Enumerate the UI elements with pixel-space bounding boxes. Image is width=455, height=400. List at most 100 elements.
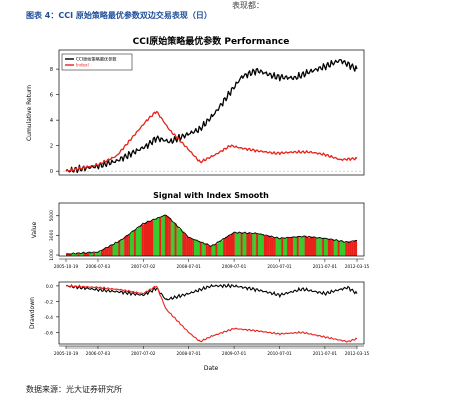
signal-bar: [277, 238, 280, 256]
index-smooth-line: [65, 214, 358, 255]
signal-bar: [343, 242, 346, 256]
signal-bar: [184, 234, 187, 256]
signal-bar: [318, 237, 321, 256]
signal-bar: [188, 237, 191, 256]
signal-bar: [211, 245, 214, 256]
x-tick-label: 2008-07-01: [176, 264, 201, 269]
signal-bar: [87, 252, 90, 256]
signal-bar: [67, 253, 70, 256]
signal-bar: [143, 223, 146, 256]
legend-entry: IndexI: [76, 63, 89, 68]
signal-bar: [157, 218, 160, 256]
signal-bar: [170, 220, 173, 256]
signal-bar: [281, 238, 284, 256]
signal-bar: [228, 235, 231, 256]
signal-bar: [345, 242, 348, 256]
signal-bar: [234, 232, 237, 256]
y-tick-label: -0.4: [44, 315, 53, 321]
signal-bar: [69, 253, 72, 256]
x-tick-label: 2009-07-01: [222, 264, 247, 269]
signal-bar: [225, 236, 228, 256]
signal-bar: [333, 239, 336, 256]
legend-entry: CCI原始策略最优参数: [76, 56, 117, 63]
signal-bar: [232, 232, 235, 256]
signal-bar: [275, 237, 278, 256]
y-tick-label: 1000: [49, 249, 55, 261]
signal-bar: [164, 215, 167, 256]
signal-bar: [341, 241, 344, 256]
signal-bar: [85, 253, 88, 256]
signal-bar: [355, 240, 358, 256]
signal-bar: [116, 242, 119, 256]
signal-bar: [312, 237, 315, 256]
signal-bar: [252, 233, 255, 256]
index-drawdown-line: [65, 284, 358, 343]
signal-bar: [174, 223, 177, 256]
figure-title: 图表 4：CCI 原始策略最优参数双边交易表现（日）: [26, 11, 212, 20]
x-tick-label: 2009-07-01: [222, 351, 247, 356]
x-tick-label: 2005-10-19: [54, 351, 79, 356]
signal-bar: [149, 221, 152, 256]
signal-bar: [294, 237, 297, 256]
signal-bar: [180, 230, 183, 256]
signal-bar: [254, 232, 257, 256]
signal-bar: [197, 241, 200, 256]
signal-bar: [260, 234, 263, 256]
x-tick-label: 2005-10-19: [54, 264, 79, 269]
signal-bar: [349, 241, 352, 256]
signal-bar: [215, 244, 218, 256]
signal-bar: [320, 238, 323, 256]
signal-bar: [240, 232, 243, 256]
x-tick-label: 2012-03-15: [345, 351, 370, 356]
y-axis-label: Drawdown: [29, 297, 36, 329]
signal-bar: [269, 236, 272, 256]
signal-bar: [306, 237, 309, 256]
y-axis-label: Value: [31, 221, 38, 238]
signal-bar: [263, 235, 266, 256]
signal-bar: [93, 252, 96, 256]
signal-bar: [324, 238, 327, 256]
signal-bar: [66, 254, 69, 256]
signal-bar: [196, 240, 199, 256]
signal-bar: [151, 220, 154, 256]
signal-bar: [81, 252, 84, 256]
signal-bar: [135, 229, 138, 256]
signal-bar: [308, 237, 311, 256]
date-range-bar: [66, 346, 357, 349]
signal-bar: [289, 237, 292, 256]
signal-bar: [238, 232, 241, 256]
signal-bar: [166, 216, 169, 256]
signal-bar: [168, 218, 171, 256]
signal-bar: [339, 240, 342, 256]
y-tick-label: 5000: [49, 210, 55, 222]
signal-bar: [147, 221, 150, 256]
signal-bar: [120, 239, 123, 256]
signal-bar: [99, 251, 102, 256]
signal-bar: [265, 235, 268, 256]
signal-bar: [122, 239, 125, 256]
signal-bar: [133, 229, 136, 256]
signal-bar: [110, 244, 113, 256]
signal-bar: [347, 241, 350, 256]
signal-bar: [77, 253, 80, 256]
signal-bar: [73, 253, 76, 256]
performance-plot-frame: [58, 49, 365, 176]
signal-bar: [244, 233, 247, 256]
signal-bar: [236, 232, 239, 256]
signal-bar: [153, 219, 156, 256]
signal-bar: [106, 247, 109, 256]
signal-bar: [194, 240, 197, 256]
signal-bar: [186, 236, 189, 256]
signal-bar: [242, 233, 245, 256]
signal-bar: [292, 237, 295, 256]
signal-bar: [124, 236, 127, 256]
signal-bar: [351, 242, 354, 256]
signal-bar: [128, 234, 131, 256]
y-tick-label: 0: [50, 169, 53, 175]
signal-bar: [287, 237, 290, 256]
signal-bar: [155, 218, 158, 256]
signal-bar: [304, 235, 307, 256]
y-tick-label: 4: [50, 118, 53, 124]
signal-bar: [353, 240, 356, 256]
y-tick-label: 8: [50, 67, 53, 73]
